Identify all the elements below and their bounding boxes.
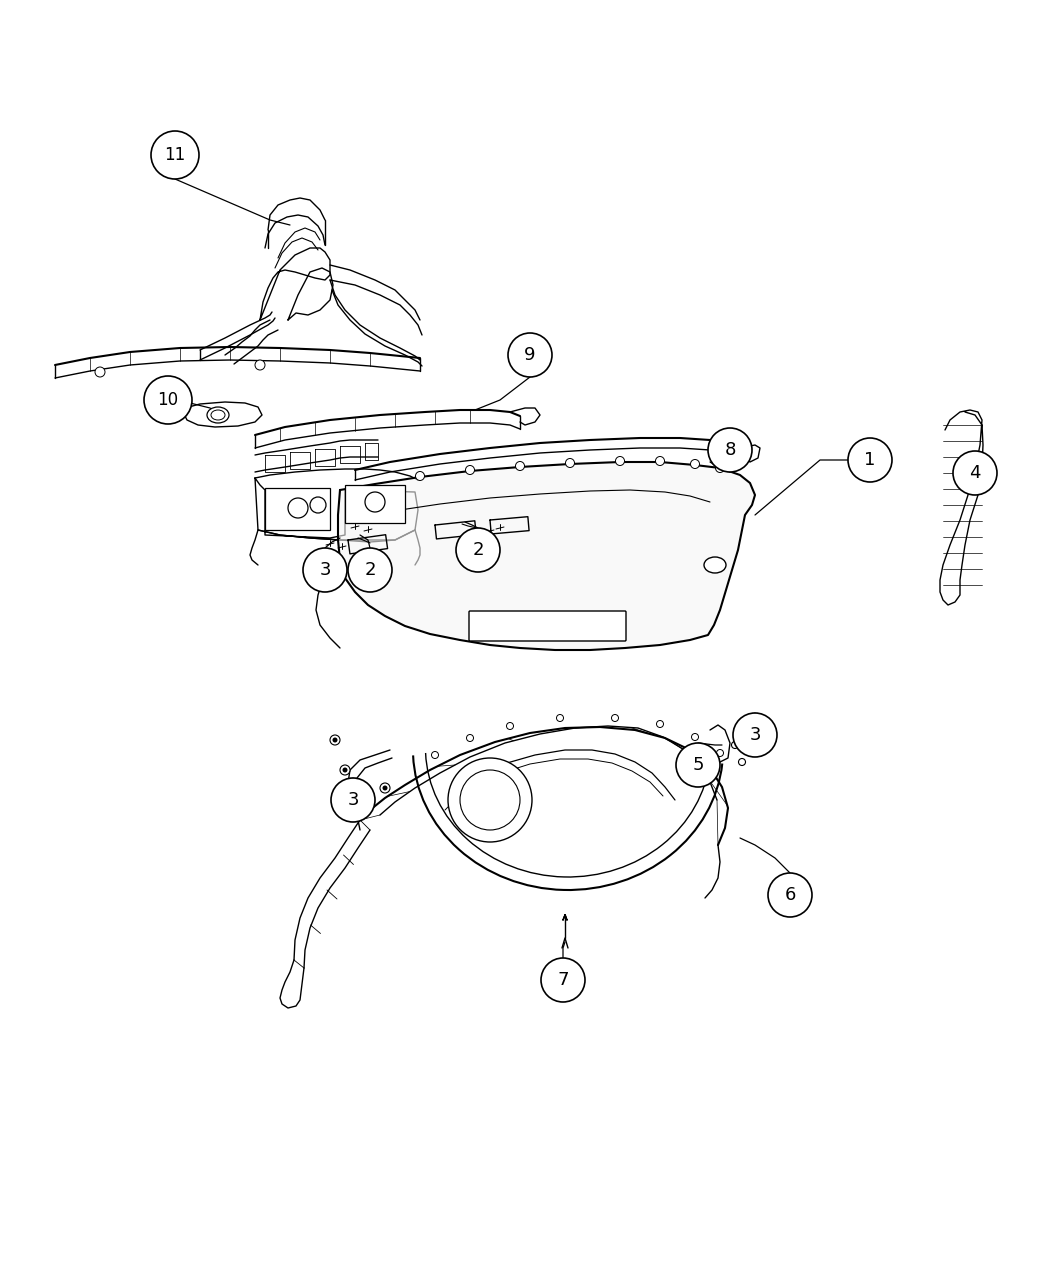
Circle shape (303, 548, 346, 592)
Circle shape (342, 768, 348, 773)
Circle shape (288, 499, 308, 518)
Text: 8: 8 (724, 441, 736, 459)
Ellipse shape (211, 411, 225, 419)
Circle shape (331, 778, 375, 822)
Text: 9: 9 (524, 346, 536, 363)
Circle shape (768, 873, 812, 917)
Circle shape (456, 528, 500, 572)
Circle shape (516, 462, 525, 470)
Circle shape (416, 472, 424, 481)
Circle shape (691, 459, 699, 468)
Text: 2: 2 (364, 561, 376, 579)
Ellipse shape (207, 407, 229, 423)
Text: 11: 11 (165, 147, 186, 164)
Circle shape (508, 333, 552, 377)
Circle shape (94, 367, 105, 377)
Circle shape (144, 376, 192, 425)
Circle shape (716, 750, 723, 756)
Text: 3: 3 (319, 561, 331, 579)
Circle shape (382, 785, 387, 790)
Circle shape (708, 428, 752, 472)
Circle shape (506, 723, 513, 729)
Circle shape (432, 751, 439, 759)
Text: 3: 3 (348, 790, 359, 810)
Text: 6: 6 (784, 886, 796, 904)
Circle shape (615, 456, 625, 465)
Text: 4: 4 (969, 464, 981, 482)
Circle shape (151, 131, 200, 178)
Bar (345, 484, 405, 523)
Circle shape (732, 742, 738, 748)
Circle shape (566, 459, 574, 468)
Circle shape (310, 497, 326, 513)
Text: 10: 10 (158, 391, 179, 409)
Text: 2: 2 (472, 541, 484, 558)
Circle shape (348, 548, 392, 592)
Circle shape (738, 759, 746, 765)
Text: 3: 3 (750, 725, 761, 745)
Ellipse shape (704, 557, 726, 572)
Circle shape (465, 465, 475, 474)
Circle shape (692, 733, 698, 741)
Circle shape (848, 439, 892, 482)
Circle shape (460, 770, 520, 830)
Circle shape (676, 743, 720, 787)
Circle shape (656, 720, 664, 728)
Circle shape (655, 456, 665, 465)
Circle shape (953, 451, 997, 495)
Text: 7: 7 (558, 972, 569, 989)
Circle shape (333, 737, 337, 742)
Circle shape (556, 714, 564, 722)
Circle shape (330, 734, 340, 745)
FancyBboxPatch shape (469, 611, 626, 641)
Circle shape (380, 783, 390, 793)
Circle shape (715, 464, 724, 473)
Circle shape (448, 759, 532, 842)
Circle shape (340, 765, 350, 775)
Polygon shape (338, 462, 755, 650)
Circle shape (255, 360, 265, 370)
Circle shape (611, 714, 618, 722)
Circle shape (365, 492, 385, 513)
Bar (265, 488, 330, 530)
Text: 1: 1 (864, 451, 876, 469)
Circle shape (466, 734, 474, 742)
Text: 5: 5 (692, 756, 704, 774)
Circle shape (541, 958, 585, 1002)
Circle shape (733, 713, 777, 757)
